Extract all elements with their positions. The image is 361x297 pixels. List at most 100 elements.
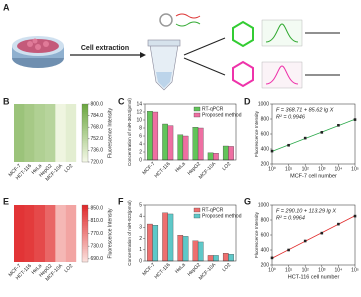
legend-label: Proposed method: [202, 112, 242, 118]
y-tick-label: 400: [261, 247, 270, 253]
x-tick-label: 10¹: [285, 166, 293, 172]
probe: [159, 13, 201, 27]
colorbar-slice: [82, 125, 88, 128]
point: [303, 136, 307, 140]
bar: [167, 125, 174, 161]
colorbar-slice: [82, 246, 88, 249]
x-tick-label: LO2: [221, 262, 232, 273]
colorbar-label: Fluorescence Intensity: [107, 107, 113, 158]
colorbar-slice: [82, 241, 88, 244]
colorbar-tick-label: 730.0: [91, 243, 104, 249]
x-tick-label: 10⁰: [268, 166, 276, 172]
x-axis-label: MCF-7 cell number: [290, 173, 337, 179]
colorbar-slice: [82, 235, 88, 238]
axes-frame: [144, 103, 237, 161]
y-tick-label: 0: [139, 157, 142, 163]
x-tick-label: HeLa: [174, 161, 187, 174]
colorbar-slice: [82, 105, 88, 109]
bar: [207, 152, 214, 161]
colorbar-slice: [82, 222, 88, 225]
y-tick-label: 4: [139, 141, 142, 147]
colorbar-slice: [82, 152, 88, 155]
panel-label: D: [244, 96, 251, 106]
x-axis-label: HCT-116 cell number: [288, 274, 340, 280]
y-tick-label: 1: [139, 247, 142, 253]
colorbar-slice: [82, 156, 88, 159]
x-tick-label: 10¹: [285, 267, 293, 273]
colorbar-slice: [82, 160, 88, 163]
heat-cell: [65, 104, 77, 162]
r-squared: R² = 0.9946: [276, 114, 306, 120]
bar: [152, 111, 159, 161]
nanostructure: [232, 20, 254, 48]
x-tick-label: 10⁰: [268, 267, 276, 273]
x-tick-label: 10⁴: [335, 267, 343, 273]
colorbar-slice: [82, 214, 88, 217]
x-tick-label: 10²: [302, 267, 310, 273]
colorbar-slice: [82, 119, 88, 122]
panel-label: E: [3, 196, 9, 206]
panel-label: C: [118, 96, 125, 106]
colorbar-tick-label: 768.0: [91, 125, 104, 131]
arrow: [183, 37, 226, 56]
x-tick-label: 10⁵: [351, 267, 359, 273]
bar: [213, 153, 219, 161]
heat-cell: [14, 104, 25, 162]
colorbar-slice: [82, 111, 88, 114]
fit-line: [271, 215, 356, 259]
y-tick-label: 0: [139, 258, 142, 264]
colorbar-slice: [82, 117, 88, 120]
colorbar-slice: [82, 224, 88, 227]
bar: [197, 127, 204, 161]
colorbar-slice: [82, 248, 88, 251]
x-tick-label: HeLa: [174, 262, 187, 275]
fit-line: [271, 118, 356, 152]
colorbar-tick-label: 850.0: [91, 205, 104, 211]
heat-cell: [55, 104, 66, 162]
colorbar-frame: [81, 103, 89, 163]
colorbar-tick-label: 752.0: [91, 136, 104, 142]
bar: [213, 255, 219, 262]
x-tick-label: LO2: [221, 161, 232, 172]
point: [337, 124, 340, 127]
axes-frame: [144, 204, 237, 262]
colorbar-slice: [82, 243, 88, 246]
x-tick-label: LO2: [63, 263, 74, 274]
r-squared: R² = 0.9964: [276, 215, 305, 221]
x-tick-label: MCF-10A: [198, 161, 218, 181]
legend-label: RT-qPCR: [202, 106, 224, 112]
colorbar-slice: [82, 258, 88, 261]
y-axis-label: Concentration of miR-923(pmol): [127, 200, 132, 266]
bar: [152, 225, 159, 262]
panel-label: F: [118, 196, 124, 206]
x-tick-label: 10²: [302, 166, 310, 172]
bar: [162, 123, 168, 161]
equation: F = 368.71 + 85.62 lg X: [276, 107, 334, 113]
y-tick-label: 200: [261, 161, 270, 167]
y-tick-label: 14: [136, 101, 142, 107]
bar: [147, 223, 153, 262]
colorbar-slice: [82, 250, 88, 253]
point: [303, 239, 307, 243]
colorbar-slice: [82, 239, 88, 242]
x-tick-label: 10⁴: [335, 166, 343, 172]
colorbar-tick-label: 720.0: [91, 159, 104, 165]
heat-cell: [34, 104, 46, 162]
colorbar-slice: [82, 208, 88, 211]
colorbar-slice: [82, 231, 88, 234]
colorbar-slice: [82, 212, 88, 215]
legend-swatch: [193, 112, 201, 118]
bar: [167, 213, 174, 262]
y-tick-label: 4: [139, 214, 142, 220]
panel-label: A: [3, 2, 10, 12]
heat-cell: [24, 104, 35, 162]
colorbar-tick-label: 690.0: [91, 256, 104, 262]
colorbar-slice: [82, 252, 88, 255]
bar: [207, 255, 214, 262]
colorbar-slice: [82, 123, 88, 126]
heat-cell: [45, 205, 56, 262]
bar: [228, 146, 234, 161]
heat-cell: [34, 205, 46, 262]
colorbar-slice: [82, 134, 88, 138]
bar: [222, 145, 229, 161]
